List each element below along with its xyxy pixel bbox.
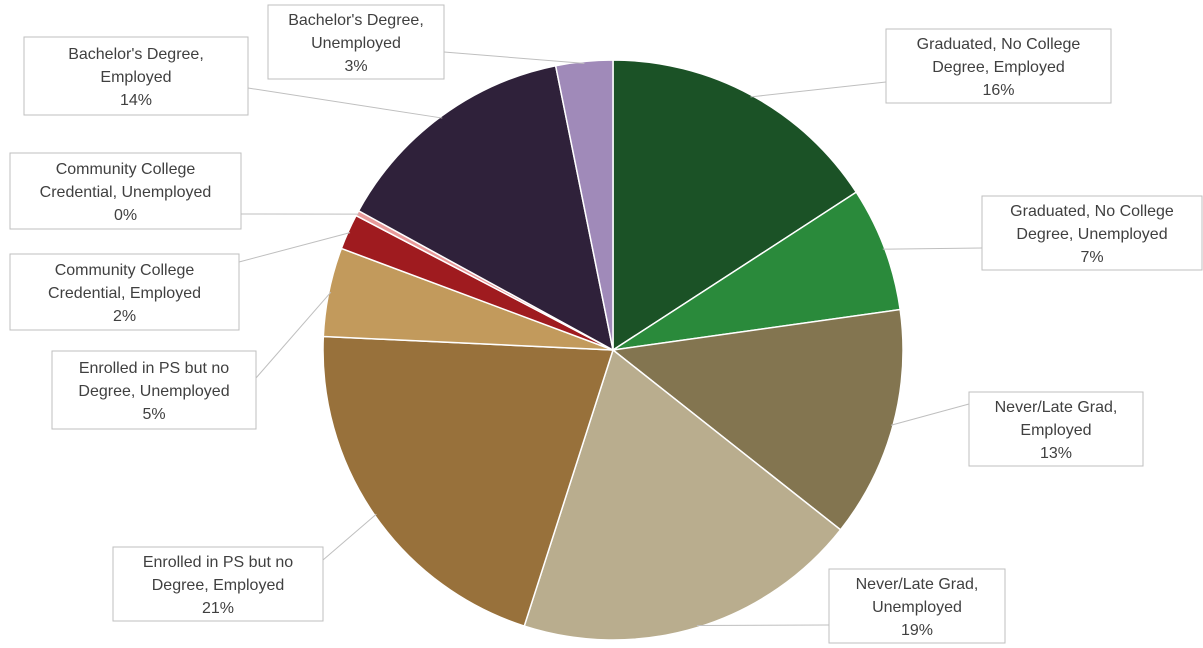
slice-name-label: Employed	[1020, 422, 1091, 439]
leader-line	[696, 624, 830, 627]
slice-name-label: Graduated, No College	[917, 36, 1081, 53]
slice-name-label: Community College	[55, 262, 195, 279]
slice-name-label: Unemployed	[872, 599, 962, 616]
label-box	[112, 546, 324, 622]
slice-labels: Graduated, No College Degree, Employed 16%…	[9, 4, 1203, 644]
slice-label: Community College Credential, Unemployed 0…	[9, 152, 242, 230]
slice-name-label: Credential, Employed	[48, 285, 201, 302]
pie-slice	[612, 59, 858, 352]
slice-percent-label: 21%	[202, 600, 234, 617]
label-box	[981, 195, 1203, 271]
slice-percent-label: 5%	[142, 406, 165, 423]
label-box	[267, 4, 445, 80]
leader-line	[247, 87, 443, 119]
slice-name-label: Bachelor's Degree,	[68, 46, 204, 63]
slice-name-label: Enrolled in PS but no	[79, 360, 229, 377]
leader-line	[238, 232, 351, 263]
slice-percent-label: 19%	[901, 622, 933, 639]
leader-line	[882, 247, 983, 250]
slice-name-label: Bachelor's Degree,	[288, 12, 424, 29]
pie-slice	[523, 348, 842, 641]
slice-label: Never/Late Grad, Employed 13%	[968, 391, 1144, 467]
slice-name-label: Degree, Employed	[152, 577, 285, 594]
slice-percent-label: 14%	[120, 92, 152, 109]
leader-lines	[238, 51, 983, 627]
pie-slice	[554, 59, 614, 351]
slice-name-label: Degree, Employed	[932, 59, 1065, 76]
slice-name-label: Degree, Unemployed	[78, 383, 229, 400]
slice-name-label: Unemployed	[311, 35, 401, 52]
slice-label: Graduated, No College Degree, Unemployed 7…	[981, 195, 1203, 271]
slice-label: Enrolled in PS but no Degree, Unemployed 5…	[51, 350, 257, 430]
slice-name-label: Enrolled in PS but no	[143, 554, 293, 571]
slice-name-label: Never/Late Grad,	[856, 576, 979, 593]
label-box	[968, 391, 1144, 467]
label-box	[9, 152, 242, 230]
slice-label: Bachelor's Degree, Employed 14%	[23, 36, 249, 116]
slice-name-label: Graduated, No College	[1010, 203, 1174, 220]
leader-line	[750, 81, 887, 98]
label-box	[9, 253, 240, 331]
label-box	[23, 36, 249, 116]
leader-line	[322, 513, 377, 561]
slice-name-label: Never/Late Grad,	[995, 399, 1118, 416]
leader-line	[255, 291, 332, 379]
label-box	[885, 28, 1112, 104]
pie-slice	[612, 191, 902, 351]
label-box	[51, 350, 257, 430]
slice-name-label: Community College	[56, 161, 196, 178]
pie-slice	[357, 64, 615, 352]
slice-label: Community College Credential, Employed 2%	[9, 253, 240, 331]
pie-slice	[611, 308, 904, 531]
slice-percent-label: 0%	[114, 207, 137, 224]
slice-name-label: Credential, Unemployed	[40, 184, 212, 201]
slice-percent-label: 16%	[982, 82, 1014, 99]
slice-label: Never/Late Grad, Unemployed 19%	[828, 568, 1006, 644]
slice-percent-label: 7%	[1080, 249, 1103, 266]
slice-label: Enrolled in PS but no Degree, Employed 21%	[112, 546, 324, 622]
slice-name-label: Employed	[100, 69, 171, 86]
pie-slices	[322, 59, 904, 641]
slice-label: Bachelor's Degree, Unemployed 3%	[267, 4, 445, 80]
label-box	[828, 568, 1006, 644]
slice-name-label: Degree, Unemployed	[1016, 226, 1167, 243]
leader-line	[443, 51, 585, 64]
slice-label: Graduated, No College Degree, Employed 16%	[885, 28, 1112, 104]
slice-percent-label: 3%	[344, 58, 367, 75]
slice-percent-label: 2%	[113, 308, 136, 325]
leader-line	[890, 403, 970, 426]
slice-percent-label: 13%	[1040, 445, 1072, 462]
